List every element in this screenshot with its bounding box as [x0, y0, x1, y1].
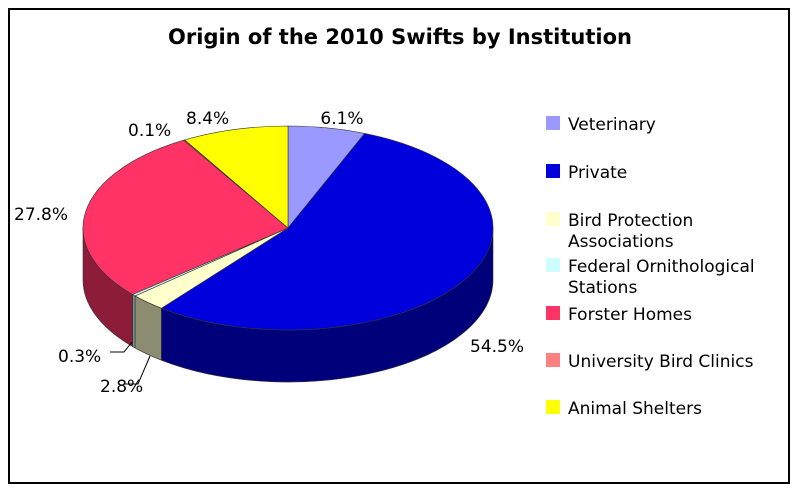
legend-swatch-federal-ornithological-stations: [546, 258, 560, 272]
data-label-bird-protection-associations: 2.8%: [100, 377, 143, 397]
legend-label-animal-shelters: Animal Shelters: [568, 399, 702, 419]
legend-label-federal-ornithological-stations: Federal Ornithological Stations: [568, 257, 755, 298]
data-label-private: 54.5%: [470, 337, 524, 357]
legend-swatch-bird-protection-associations: [546, 212, 560, 226]
slice-side-federal-ornithological-stations: [132, 293, 136, 349]
leader-line-federal-ornithological-stations: [110, 341, 133, 353]
pie-group: [82, 125, 494, 383]
legend-swatch-veterinary: [546, 116, 560, 130]
legend-label-private: Private: [568, 163, 627, 183]
slice-private: [160, 133, 494, 331]
data-label-animal-shelters: 8.4%: [186, 109, 229, 129]
data-label-forster-homes: 27.8%: [14, 205, 68, 225]
leader-line-bird-protection-associations: [124, 355, 151, 385]
slice-labels: 6.1% 54.5% 2.8% 0.3% 27.8% 0.1% 8.4%: [14, 109, 524, 397]
legend-label-veterinary: Veterinary: [568, 115, 656, 135]
legend-label-bird-protection-associations: Bird Protection Associations: [568, 211, 693, 252]
slice-forster-homes: [82, 139, 289, 295]
data-label-university-bird-clinics: 0.1%: [128, 121, 171, 141]
chart-title: Origin of the 2010 Swifts by Institution: [168, 25, 632, 49]
legend-label-university-bird-clinics: University Bird Clinics: [568, 352, 754, 372]
legend-swatch-private: [546, 164, 560, 178]
legend-swatch-animal-shelters: [546, 400, 560, 414]
data-label-federal-ornithological-stations: 0.3%: [58, 347, 101, 367]
legend-label-forster-homes: Forster Homes: [568, 305, 692, 325]
slice-animal-shelters: [184, 125, 289, 229]
legend: Veterinary Private Bird Protection Associat…: [546, 115, 755, 419]
data-label-veterinary: 6.1%: [320, 109, 363, 129]
legend-swatch-forster-homes: [546, 306, 560, 320]
legend-swatch-university-bird-clinics: [546, 353, 560, 367]
